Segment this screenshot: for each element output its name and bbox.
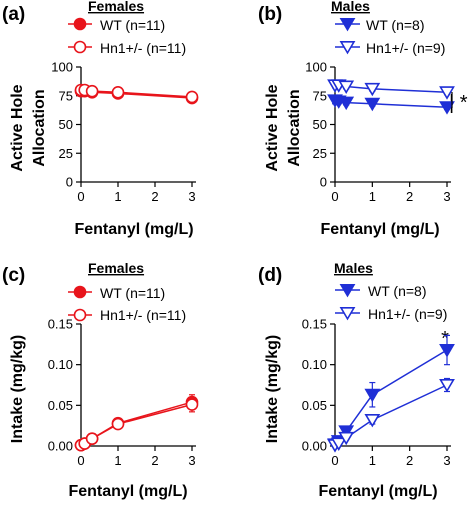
panel-c-legend-label-hn1: Hn1+/- (n=11) [100,307,186,323]
panel-d-y-tick-label: 0.05 [302,398,327,413]
panel-a-x-tick-label: 1 [114,189,121,204]
panel-b-legend-swatch-marker-wt [339,17,356,32]
panel-c-letter: (c) [2,265,25,286]
panel-d-letter: (d) [258,265,282,286]
panel-b-ylabel-line-2: Allocation [286,89,303,166]
panel-d-x-tick-label: 0 [331,453,338,468]
panel-d-y-tick-label: 0.10 [302,357,327,372]
panel-a-y-tick-label: 0 [66,175,73,190]
panel-b-x-tick-label: 1 [369,189,376,204]
panel-a-legend-label-hn1: Hn1+/- (n=11) [100,40,186,56]
panel-c-legend-swatch-marker-wt [73,285,87,299]
panel-b-significance-mark: | * [449,92,468,114]
panel-b-point-hn1 [364,82,381,97]
panel-a-x-tick-label: 2 [151,189,158,204]
panel-b-point-hn1 [439,86,455,100]
panel-c-legend-label-wt: WT (n=11) [100,285,165,301]
panel-d-x-tick-label: 2 [406,453,413,468]
panel-d-point-hn1 [364,413,381,428]
panel-d-point-hn1 [439,378,455,393]
panel-a-group-title: Females [88,0,144,14]
panel-d-group-title: Males [334,260,373,276]
panel-d-point-hn1 [330,437,347,451]
panel-b-point-wt [364,97,381,112]
panel-c-ylabel: Intake (mg/kg) [9,335,26,443]
panel-c-x-tick-label: 2 [151,453,158,468]
panel-c-xlabel: Fentanyl (mg/L) [68,483,187,500]
panel-c-y-tick-label: 0.05 [48,398,73,413]
panel-a-legend-swatch-marker-wt [73,17,87,31]
panel-d-point-wt [338,425,355,439]
panel-a-point-hn1 [185,90,199,104]
panel-d-legend-label-hn1: Hn1+/- (n=9) [368,306,447,322]
panel-d-series-line-wt [334,349,448,445]
panel-d: (d) Males WT (n=8) Hn1+/- (n=9) Intake (… [258,260,455,500]
panel-a-point-hn1 [85,84,99,98]
panel-c-x-tick-label: 0 [77,453,84,468]
panel-b-y-tick-label: 0 [320,175,327,190]
panel-c-y-tick-label: 0.00 [48,439,73,454]
panel-d-ylabel: Intake (mg/kg) [264,335,281,443]
panel-b-point-wt [338,96,355,111]
panel-d-point-hn1 [338,431,355,446]
panel-b-y-tick-label: 50 [313,117,327,132]
panel-a-legend-label-wt: WT (n=11) [100,17,165,33]
panel-d-y-tick-label: 0.00 [302,439,327,454]
panel-d-point-wt [364,388,381,403]
panel-b-group-title: Males [331,0,370,14]
panel-c-point-hn1 [111,417,125,431]
panel-a-y-tick-label: 50 [59,117,73,132]
panel-b-x-tick-label: 3 [443,189,450,204]
panel-d-legend-label-wt: WT (n=8) [368,283,426,299]
panel-b-x-tick-label: 0 [331,189,338,204]
panel-d-y-tick-label: 0.15 [302,317,327,332]
panel-c-x-tick-label: 1 [114,453,121,468]
panel-a-ylabel-line-1: Active Hole [9,84,26,171]
panel-b-legend-swatch-marker-hn1 [339,40,356,55]
panel-d-series-line-hn1 [334,384,448,446]
panel-a-xlabel: Fentanyl (mg/L) [74,221,193,238]
panel-b-series-line-wt [334,99,448,108]
panel-a-ylabel-line-2: Allocation [31,89,48,166]
panel-a-x-tick-label: 3 [188,189,195,204]
panel-a-point-hn1 [111,86,125,99]
panel-c: (c) Females WT (n=11) Hn1+/- (n=11) Inta… [2,260,199,500]
panel-b-y-tick-label: 75 [313,88,327,103]
panel-c-y-tick-label: 0.10 [48,357,73,372]
panel-b: (b) Males WT (n=8) Hn1+/- (n=9) Active H… [258,0,468,238]
panel-b-legend-label-hn1: Hn1+/- (n=9) [366,40,445,56]
panel-c-y-tick-label: 0.15 [48,317,73,332]
panel-b-x-tick-label: 2 [406,189,413,204]
panel-a-y-tick-label: 25 [59,146,73,161]
panel-b-legend-label-wt: WT (n=8) [366,17,424,33]
panel-d-significance-mark: * [441,328,449,350]
panel-d-legend-swatch-marker-wt [339,283,356,298]
panel-a: (a) Females WT (n=11) Hn1+/- (n=11) Acti… [2,0,199,238]
panel-c-legend-swatch-marker-hn1 [73,308,87,322]
panel-d-legend-swatch-marker-hn1 [339,306,356,321]
panel-a-y-tick-label: 75 [59,88,73,103]
panel-b-ylabel-line-1: Active Hole [264,84,281,171]
panel-b-y-tick-label: 25 [313,146,327,161]
panel-c-group-title: Females [88,260,144,276]
panel-c-x-tick-label: 3 [188,453,195,468]
panel-c-point-hn1 [85,432,99,445]
panel-a-y-tick-label: 100 [51,60,73,75]
panel-a-x-tick-label: 0 [77,189,84,204]
panel-b-xlabel: Fentanyl (mg/L) [320,221,439,238]
panel-d-x-tick-label: 1 [369,453,376,468]
panel-b-series-line-hn1 [335,84,448,94]
panel-a-letter: (a) [2,4,25,25]
panel-b-y-tick-label: 100 [305,60,327,75]
panel-b-point-hn1 [338,80,355,94]
panel-d-xlabel: Fentanyl (mg/L) [318,483,437,500]
panel-d-x-tick-label: 3 [443,453,450,468]
panel-a-legend-swatch-marker-hn1 [73,40,87,54]
panel-b-letter: (b) [258,4,282,25]
panel-b-point-wt [439,101,455,115]
panel-d-point-wt [439,344,455,358]
panel-c-point-hn1 [185,398,199,411]
